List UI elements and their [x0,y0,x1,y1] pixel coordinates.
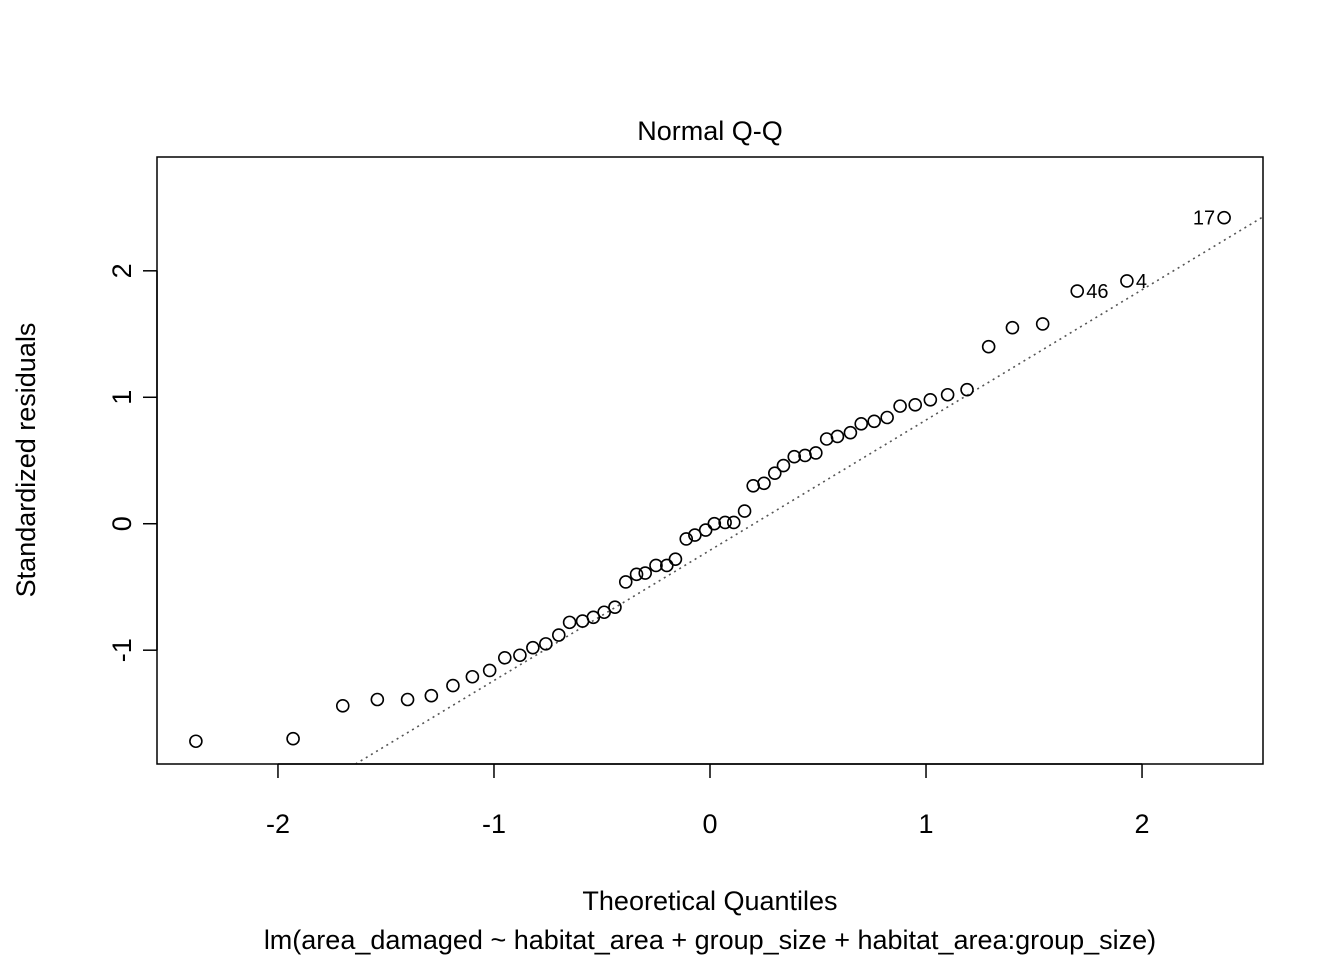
x-tick-label: 0 [702,809,717,839]
data-point [688,528,702,542]
data-point [923,392,938,407]
data-point [482,663,497,678]
data-point [1070,284,1085,298]
data-point [737,504,752,518]
data-point [746,478,761,493]
data-point [335,699,350,713]
data-point [1217,210,1231,225]
x-tick-label: -2 [266,809,290,839]
plot-frame [156,156,1264,765]
point-labels-layer: 46 4 17 [1086,208,1215,303]
chart-title: Normal Q-Q [637,116,783,146]
data-point [513,648,527,663]
data-point [718,515,732,530]
data-point [809,446,823,460]
data-point [446,678,460,693]
data-point [668,552,683,566]
data-point [726,515,741,530]
data-point [370,692,385,707]
x-axis-title: Theoretical Quantiles [582,886,837,916]
point-label: 17 [1193,208,1215,230]
chart-subtitle: lm(area_damaged ~ habitat_area + group_s… [264,925,1156,955]
data-point [526,640,540,655]
x-axis: -2 -1 0 1 2 [266,763,1150,839]
data-point [597,605,611,620]
reference-line [355,216,1264,765]
data-point [608,600,622,614]
data-point [424,688,439,703]
data-point [659,558,674,573]
point-label: 4 [1136,271,1147,293]
data-point [830,429,845,444]
y-tick-label: 1 [107,390,137,405]
data-point [854,417,869,431]
x-tick-label: 1 [919,809,934,839]
data-point [551,628,566,642]
data-point [539,637,553,651]
data-point [586,610,601,625]
data-point [400,692,415,707]
data-point [908,398,923,412]
data-point [768,466,782,480]
y-tick-label: 0 [107,516,137,531]
data-point [867,414,881,429]
data-point [189,734,203,749]
data-point [960,382,974,397]
data-point [679,532,694,546]
y-axis-title: Standardized residuals [11,323,41,598]
x-tick-label: -1 [482,809,506,839]
data-point [787,449,802,464]
data-point [649,558,663,573]
data-point [629,567,644,582]
data-point [465,669,480,684]
data-point [286,731,300,746]
data-point [843,425,858,440]
data-point [707,516,722,531]
data-point [1035,317,1050,331]
data-point [562,615,577,630]
data-point [638,566,652,580]
data-point [940,387,955,402]
data-point [880,410,894,425]
data-point [1120,274,1134,288]
points-layer [189,210,1231,749]
data-point [1005,320,1020,335]
data-point [618,575,633,589]
data-point [757,476,771,491]
x-tick-label: 2 [1135,809,1150,839]
data-point [893,399,907,413]
data-point [776,458,791,473]
point-label: 46 [1086,281,1108,303]
y-tick-label: -1 [107,638,137,662]
y-axis: -1 0 1 2 [107,263,158,662]
data-point [981,339,996,354]
data-point [819,432,834,446]
data-point [698,523,713,537]
reference-line-layer [355,216,1264,765]
data-point [497,650,512,665]
y-tick-label: 2 [107,263,137,278]
